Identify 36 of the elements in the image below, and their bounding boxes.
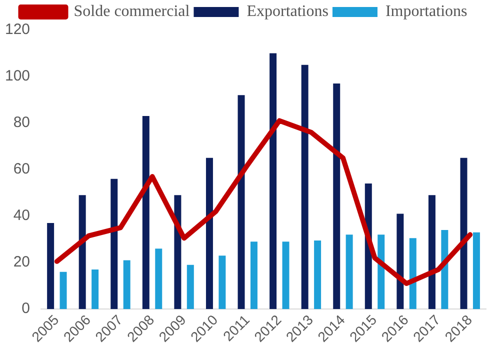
bar	[396, 214, 404, 310]
y-tick-label: 40	[13, 207, 30, 224]
y-tick-label: 60	[13, 160, 30, 178]
bar	[123, 260, 130, 310]
y-tick-label: 80	[13, 114, 30, 132]
y-tick-label: 0	[22, 300, 30, 318]
y-tick-label: 120	[4, 21, 30, 38]
bar	[155, 248, 162, 310]
bar	[346, 234, 353, 310]
bar	[472, 232, 480, 310]
bar	[206, 158, 213, 310]
bar	[92, 270, 99, 310]
bar	[441, 230, 448, 310]
legend-label: Importations	[385, 3, 468, 20]
y-tick-label: 20	[13, 254, 30, 271]
bar	[282, 242, 290, 310]
bar	[333, 83, 340, 310]
bar	[314, 240, 322, 310]
bar	[218, 256, 226, 310]
bar	[238, 95, 245, 310]
bar	[142, 116, 150, 310]
bar	[78, 195, 86, 310]
legend-label: Solde commercial	[74, 3, 190, 20]
bar	[428, 195, 436, 310]
bar	[250, 242, 258, 310]
bar	[270, 53, 277, 310]
bar	[47, 223, 54, 310]
bar	[378, 234, 385, 310]
bar	[174, 195, 182, 310]
bar	[60, 272, 67, 310]
bar	[110, 178, 118, 310]
bar	[186, 264, 194, 310]
y-tick-label: 100	[4, 68, 30, 85]
bar	[301, 64, 308, 310]
legend-label: Exportations	[246, 3, 328, 20]
bar	[409, 238, 416, 310]
